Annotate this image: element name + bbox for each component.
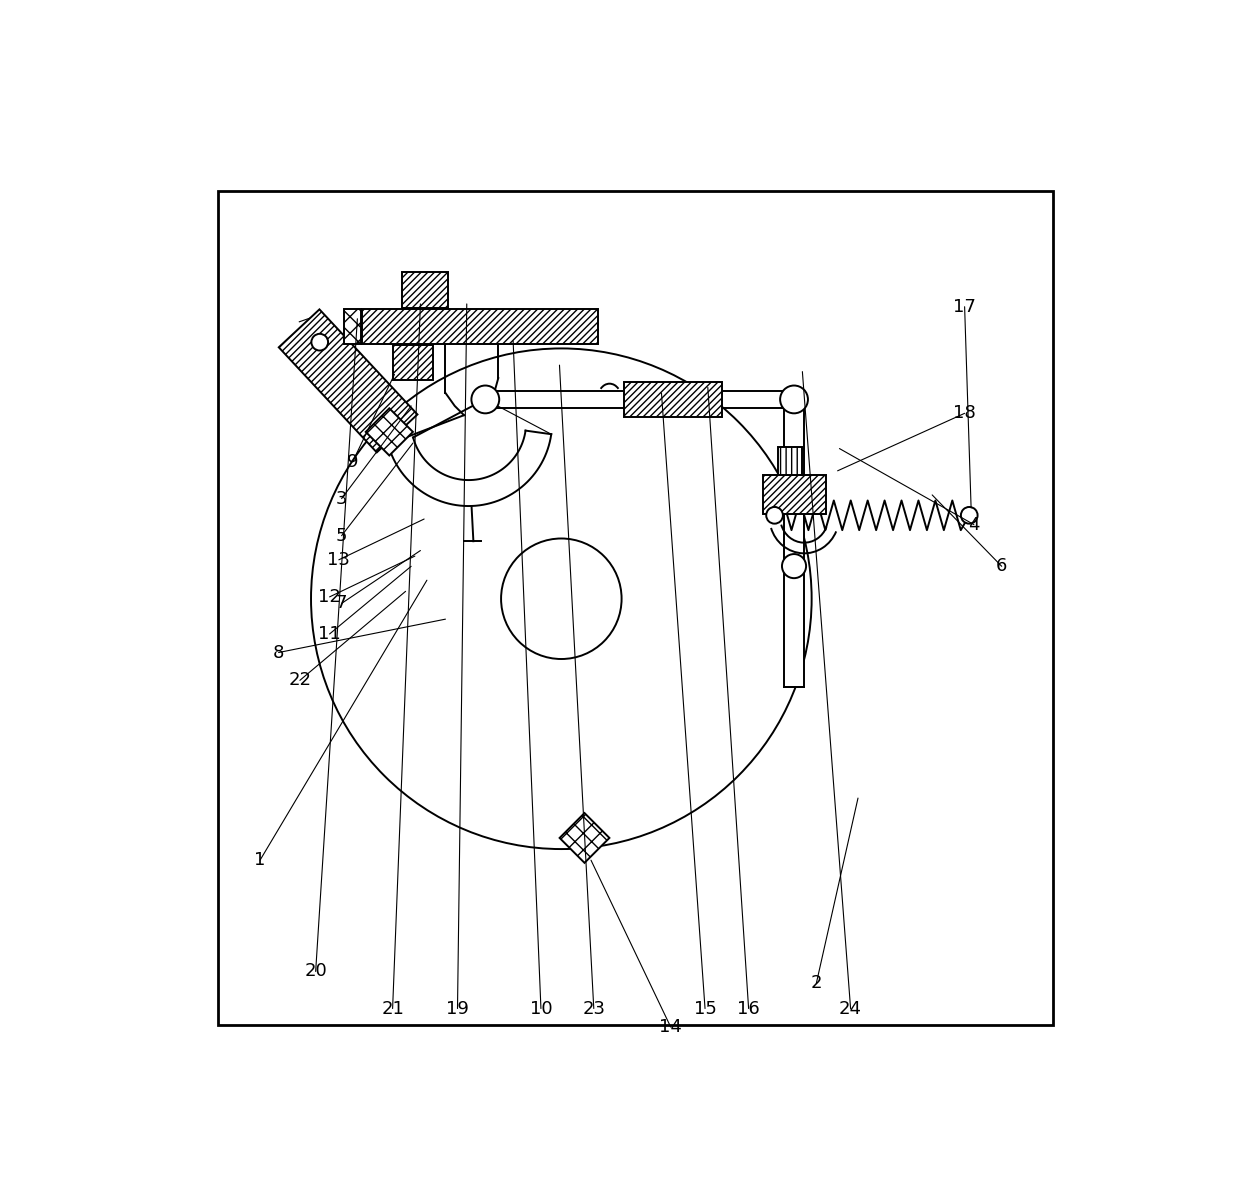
Text: 22: 22 bbox=[289, 672, 311, 690]
Circle shape bbox=[782, 554, 806, 578]
Polygon shape bbox=[366, 408, 413, 455]
Circle shape bbox=[782, 388, 806, 412]
Text: 18: 18 bbox=[954, 405, 976, 423]
Text: 5: 5 bbox=[336, 526, 347, 544]
Text: 9: 9 bbox=[347, 453, 358, 471]
Polygon shape bbox=[764, 476, 827, 514]
Text: 6: 6 bbox=[996, 557, 1007, 576]
Text: 23: 23 bbox=[583, 999, 605, 1017]
Bar bbox=[784, 400, 805, 686]
Text: 10: 10 bbox=[529, 999, 552, 1017]
Text: 1: 1 bbox=[254, 851, 265, 869]
Circle shape bbox=[311, 348, 812, 849]
Polygon shape bbox=[779, 447, 802, 474]
Text: 14: 14 bbox=[660, 1019, 682, 1037]
Text: 8: 8 bbox=[273, 643, 284, 661]
Circle shape bbox=[501, 538, 621, 659]
Polygon shape bbox=[402, 272, 448, 308]
Text: 4: 4 bbox=[968, 515, 980, 533]
Text: 19: 19 bbox=[446, 999, 469, 1017]
Text: 13: 13 bbox=[327, 550, 350, 568]
Polygon shape bbox=[625, 382, 722, 417]
Polygon shape bbox=[345, 308, 361, 344]
Polygon shape bbox=[362, 308, 599, 344]
Circle shape bbox=[766, 507, 782, 524]
Text: 21: 21 bbox=[381, 999, 404, 1017]
Text: 11: 11 bbox=[319, 625, 341, 643]
Text: 12: 12 bbox=[319, 588, 341, 606]
Circle shape bbox=[961, 507, 977, 524]
Polygon shape bbox=[559, 813, 609, 863]
Text: 7: 7 bbox=[336, 595, 347, 613]
Circle shape bbox=[311, 334, 329, 350]
Polygon shape bbox=[393, 344, 434, 380]
Text: 24: 24 bbox=[839, 999, 862, 1017]
Circle shape bbox=[471, 385, 500, 413]
Circle shape bbox=[780, 385, 808, 413]
Text: 15: 15 bbox=[693, 999, 717, 1017]
Polygon shape bbox=[279, 309, 418, 453]
Text: 2: 2 bbox=[811, 974, 822, 992]
Text: 20: 20 bbox=[304, 962, 327, 980]
Text: 3: 3 bbox=[336, 490, 347, 508]
Text: 16: 16 bbox=[738, 999, 760, 1017]
Text: 17: 17 bbox=[954, 297, 976, 315]
